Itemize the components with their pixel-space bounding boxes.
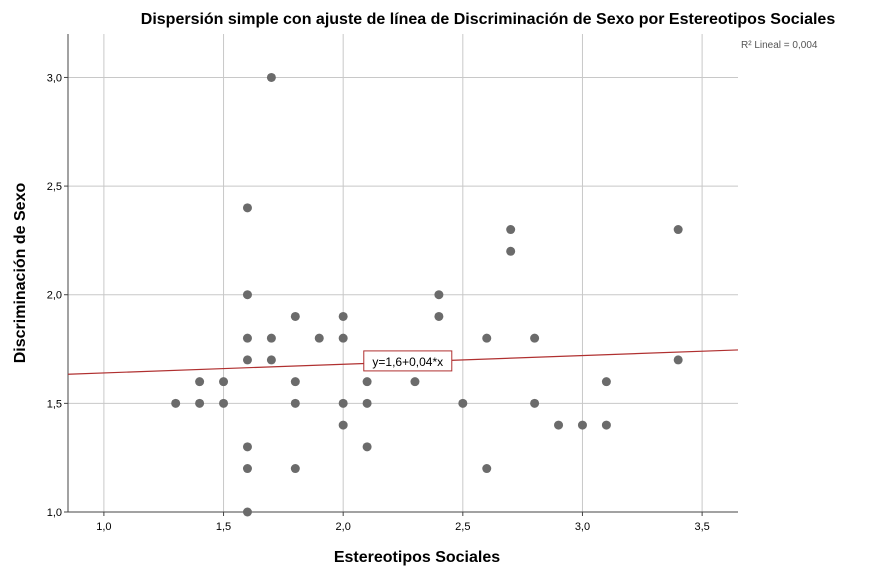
scatter-point xyxy=(530,398,540,408)
y-tick-label: 1,0 xyxy=(47,507,62,519)
scatter-point xyxy=(577,420,587,430)
scatter-point xyxy=(338,333,348,343)
scatter-point xyxy=(290,377,300,387)
x-axis-title: Estereotipos Sociales xyxy=(334,549,500,566)
scatter-point xyxy=(673,355,683,365)
scatter-point xyxy=(601,377,611,387)
data-points xyxy=(171,72,683,517)
y-tick-label: 1,5 xyxy=(47,398,62,410)
scatter-point xyxy=(171,398,181,408)
scatter-point xyxy=(673,225,683,235)
scatter-point xyxy=(482,333,492,343)
scatter-point xyxy=(266,72,276,82)
scatter-point xyxy=(290,398,300,408)
scatter-point xyxy=(242,464,252,474)
y-tick-label: 2,0 xyxy=(47,290,62,302)
grid-lines xyxy=(64,34,738,516)
x-tick-label: 2,0 xyxy=(336,521,351,533)
equation-label: y=1,6+0,04*x xyxy=(372,355,443,369)
x-tick-label: 1,0 xyxy=(96,521,111,533)
scatter-point xyxy=(434,290,444,300)
scatter-point xyxy=(338,420,348,430)
scatter-point xyxy=(290,464,300,474)
y-tick-label: 2,5 xyxy=(47,181,62,193)
scatter-point xyxy=(506,225,516,235)
scatter-point xyxy=(219,377,229,387)
y-tick-label: 3,0 xyxy=(47,72,62,84)
scatter-point xyxy=(195,377,205,387)
scatter-point xyxy=(266,355,276,365)
scatter-point xyxy=(554,420,564,430)
scatter-point xyxy=(338,311,348,321)
x-tick-label: 3,5 xyxy=(694,521,709,533)
scatter-point xyxy=(362,377,372,387)
scatter-point xyxy=(434,311,444,321)
scatter-point xyxy=(290,311,300,321)
r-squared-label: R² Lineal = 0,004 xyxy=(741,40,818,51)
scatter-point xyxy=(530,333,540,343)
scatter-point xyxy=(314,333,324,343)
equation-box xyxy=(363,350,453,372)
scatter-point xyxy=(219,398,229,408)
scatter-point xyxy=(601,420,611,430)
scatter-point xyxy=(242,442,252,452)
scatter-point xyxy=(242,507,252,517)
scatter-point xyxy=(338,398,348,408)
x-tick-label: 1,5 xyxy=(216,521,231,533)
scatter-point xyxy=(362,398,372,408)
scatter-point xyxy=(242,290,252,300)
scatter-point xyxy=(195,398,205,408)
scatter-point xyxy=(242,333,252,343)
x-tick-label: 3,0 xyxy=(575,521,590,533)
chart-title: Dispersión simple con ajuste de línea de… xyxy=(141,11,836,28)
x-tick-label: 2,5 xyxy=(455,521,470,533)
scatter-point xyxy=(242,203,252,213)
scatter-point xyxy=(506,246,516,256)
equation-label-group: y=1,6+0,04*x xyxy=(363,350,453,372)
scatter-point xyxy=(242,355,252,365)
scatter-point xyxy=(266,333,276,343)
scatter-point xyxy=(458,398,468,408)
y-axis-title: Discriminación de Sexo xyxy=(12,183,29,364)
scatter-point xyxy=(362,442,372,452)
scatter-point xyxy=(482,464,492,474)
scatter-point xyxy=(410,377,420,387)
tick-labels: 1,0 1,5 2,0 2,5 3,0 1,0 1,5 2,0 2,5 3,0 3,5 xyxy=(47,72,710,533)
